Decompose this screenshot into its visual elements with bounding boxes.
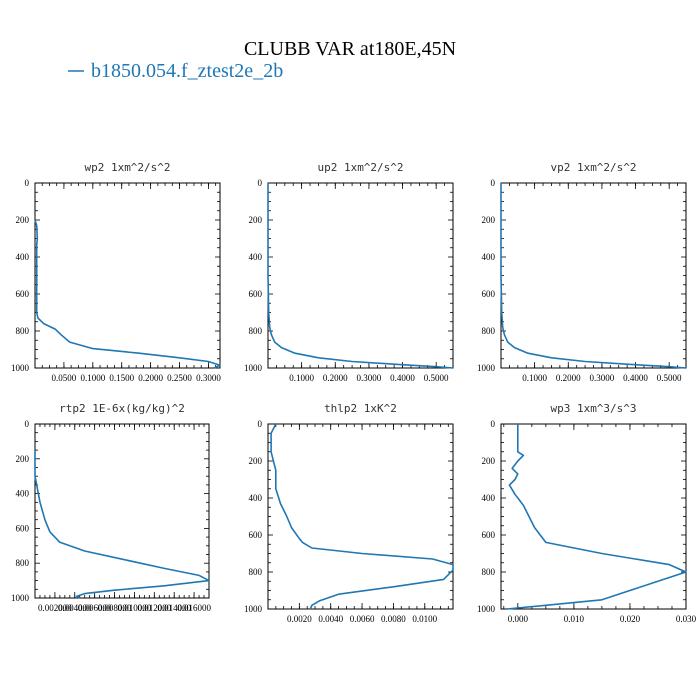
y-tick-label: 400 [249, 252, 263, 262]
x-tick-label: 0.020 [620, 614, 641, 624]
y-tick-label: 200 [482, 215, 496, 225]
series-line [267, 183, 454, 369]
x-tick-label: 0.4000 [390, 373, 415, 383]
y-tick-label: 200 [16, 215, 30, 225]
x-tick-label: 0.010 [564, 614, 585, 624]
x-tick-label: 0.0040 [318, 614, 343, 624]
x-tick-label: 0.0100 [412, 614, 437, 624]
x-tick-label: 0.1000 [289, 373, 314, 383]
panel-title: wp2 1xm^2/s^2 [84, 161, 170, 174]
y-tick-label: 800 [249, 567, 263, 577]
x-tick-label: 0.3000 [357, 373, 382, 383]
x-tick-label: 0.0020 [287, 614, 312, 624]
y-tick-label: 600 [249, 289, 263, 299]
y-tick-label: 0 [491, 419, 496, 429]
panel-title: up2 1xm^2/s^2 [317, 161, 403, 174]
figure-title: CLUBB VAR at180E,45N [244, 38, 456, 60]
panel-title: rtp2 1E-6x(kg/kg)^2 [59, 402, 185, 415]
series-line [506, 424, 687, 610]
panel-3: vp2 1xm^2/s^2 0 200 400 600 800 1000 0.1000 0.20… [477, 161, 687, 383]
x-tick-label: 0.1000 [522, 373, 547, 383]
panel-title: thlp2 1xK^2 [324, 402, 397, 415]
series-line [34, 219, 221, 369]
y-tick-label: 1000 [11, 363, 30, 373]
x-tick-label: 0.3000 [590, 373, 615, 383]
series-line [270, 423, 454, 610]
y-tick-label: 200 [482, 456, 496, 466]
y-tick-label: 200 [249, 456, 263, 466]
legend-label: b1850.054.f_ztest2e_2b [91, 60, 283, 82]
x-tick-label: 0.002000 [38, 603, 72, 613]
plot-frame [500, 182, 687, 369]
y-tick-label: 1000 [244, 604, 263, 614]
x-tick-label: 0.006000 [78, 603, 112, 613]
x-tick-label: 0.0080 [381, 614, 406, 624]
x-tick-label: 0.016000 [177, 603, 211, 613]
plot-frame [267, 182, 454, 369]
y-tick-label: 800 [16, 326, 30, 336]
series-line [500, 183, 687, 369]
y-tick-label: 400 [16, 489, 30, 499]
y-tick-label: 0 [258, 178, 263, 188]
x-tick-label: 0.2000 [556, 373, 581, 383]
panel-title: vp2 1xm^2/s^2 [550, 161, 636, 174]
legend: b1850.054.f_ztest2e_2b [68, 60, 283, 82]
x-tick-label: 0.012000 [137, 603, 171, 613]
x-tick-label: 0.004000 [58, 603, 92, 613]
x-tick-label: 0.010000 [118, 603, 152, 613]
x-tick-label: 0.030 [676, 614, 697, 624]
y-tick-label: 800 [16, 558, 30, 568]
y-tick-label: 1000 [11, 593, 30, 603]
x-tick-label: 0.0500 [52, 373, 77, 383]
y-tick-label: 1000 [477, 363, 496, 373]
y-tick-label: 800 [249, 326, 263, 336]
y-tick-label: 800 [482, 326, 496, 336]
panel-1: wp2 1xm^2/s^2 0 200 400 600 800 1000 0.0500 0.10… [11, 161, 221, 383]
y-tick-label: 200 [16, 454, 30, 464]
y-tick-label: 200 [249, 215, 263, 225]
x-tick-label: 0.1500 [109, 373, 134, 383]
y-tick-label: 800 [482, 567, 496, 577]
y-tick-label: 600 [482, 530, 496, 540]
x-tick-label: 0.000 [508, 614, 529, 624]
x-tick-label: 0.008000 [98, 603, 132, 613]
x-tick-label: 0.3000 [196, 373, 221, 383]
y-tick-label: 400 [249, 493, 263, 503]
x-tick-label: 0.0060 [350, 614, 375, 624]
x-tick-label: 0.5000 [657, 373, 682, 383]
x-tick-label: 0.4000 [623, 373, 648, 383]
x-tick-label: 0.2000 [138, 373, 163, 383]
plot-frame [267, 423, 454, 610]
plot-frame [34, 182, 221, 369]
y-tick-label: 0 [258, 419, 263, 429]
x-tick-label: 0.1000 [80, 373, 105, 383]
y-tick-label: 600 [482, 289, 496, 299]
y-tick-label: 1000 [477, 604, 496, 614]
x-tick-label: 0.2500 [167, 373, 192, 383]
y-tick-label: 600 [249, 530, 263, 540]
y-tick-label: 600 [16, 523, 30, 533]
y-tick-label: 400 [482, 493, 496, 503]
panel-6: wp3 1xm^3/s^3 0 200 400 600 800 1000 0.000 0.010… [477, 402, 697, 624]
y-tick-label: 400 [16, 252, 30, 262]
x-tick-label: 0.014000 [157, 603, 191, 613]
x-tick-label: 0.5000 [424, 373, 449, 383]
y-tick-label: 0 [25, 178, 30, 188]
y-tick-label: 600 [16, 289, 30, 299]
panel-5: thlp2 1xK^2 0 200 400 600 800 1000 0.0020 0.0040… [244, 402, 454, 624]
y-tick-label: 0 [491, 178, 496, 188]
panel-title: wp3 1xm^3/s^3 [550, 402, 636, 415]
y-tick-label: 1000 [244, 363, 263, 373]
y-tick-label: 400 [482, 252, 496, 262]
panel-4: rtp2 1E-6x(kg/kg)^2 0 200 400 600 800 1000 0.00… [11, 402, 211, 613]
panel-2: up2 1xm^2/s^2 0 200 400 600 800 1000 0.1000 0.20… [244, 161, 454, 383]
series-line [34, 450, 210, 599]
x-tick-label: 0.2000 [323, 373, 348, 383]
y-tick-label: 0 [25, 419, 30, 429]
